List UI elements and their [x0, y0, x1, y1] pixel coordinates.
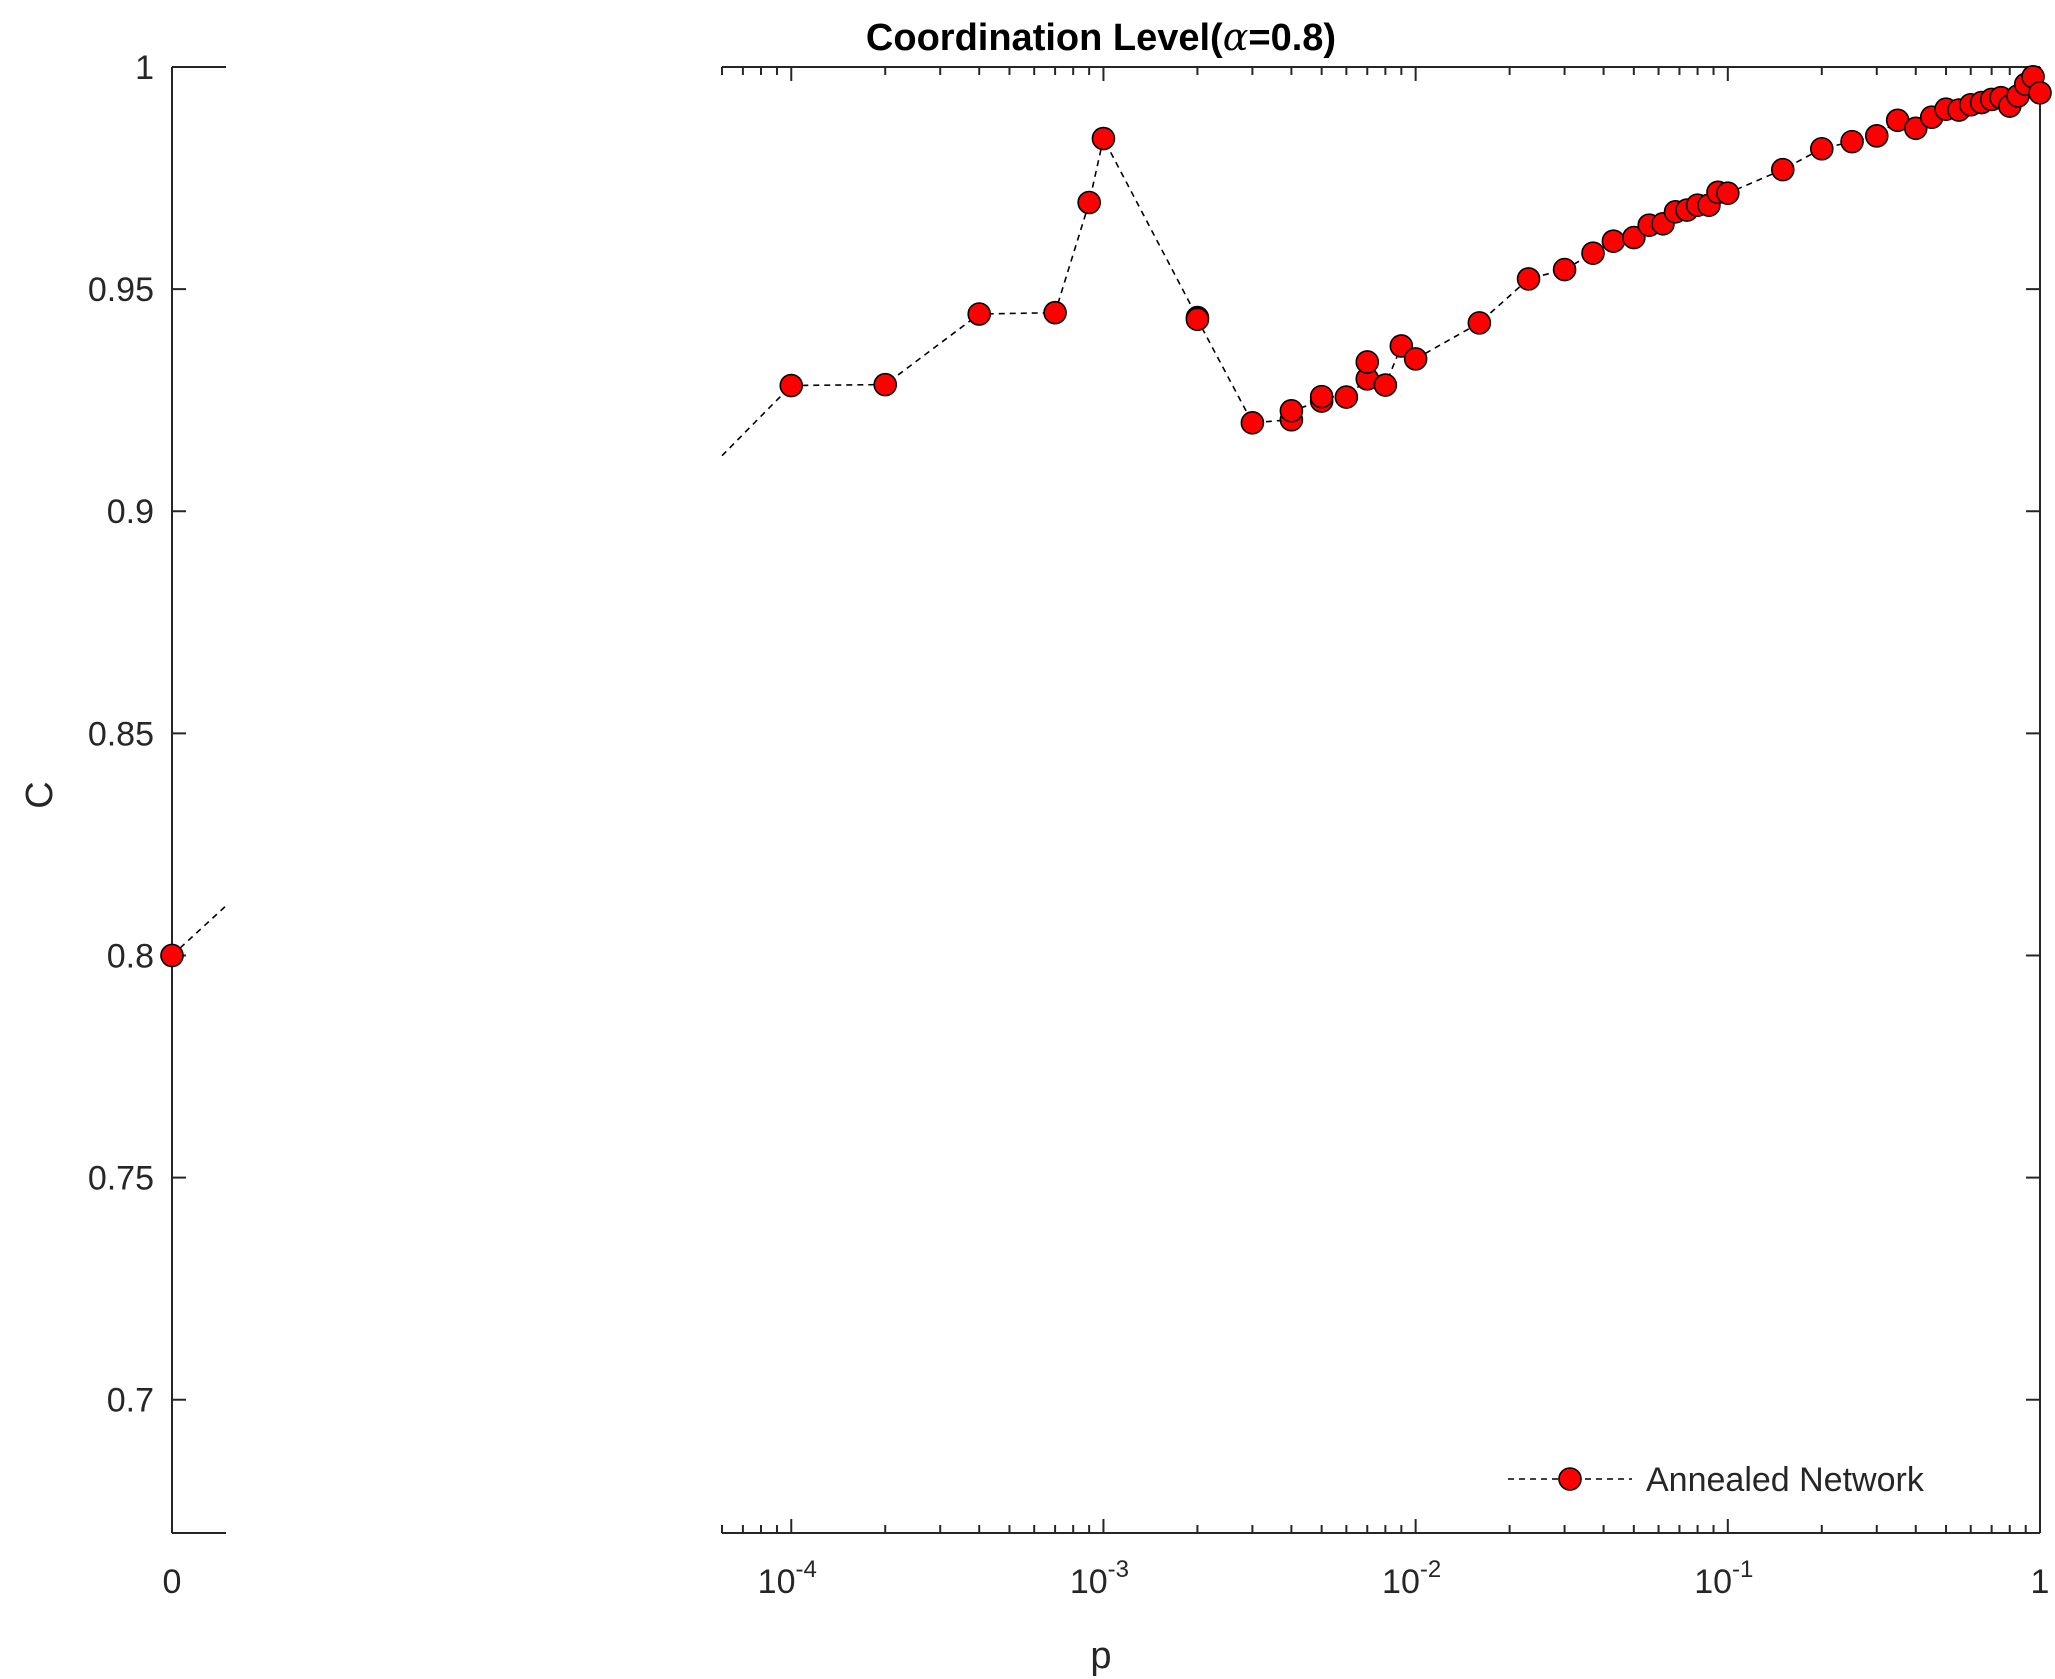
- series-line: [791, 75, 2041, 424]
- x-axis-label: p: [1090, 1635, 1111, 1677]
- data-point: [1240, 411, 1265, 435]
- data-point: [1864, 124, 1889, 148]
- data-point: [1334, 385, 1359, 409]
- y-tick-label: 0.9: [107, 493, 154, 531]
- series-line-stub-right: [721, 384, 792, 457]
- y-axis-label: C: [19, 781, 61, 808]
- data-point: [1716, 181, 1740, 205]
- y-tick-label: 0.95: [88, 271, 154, 309]
- data-point: [1516, 267, 1541, 291]
- x-tick-label: 10-4: [758, 1556, 817, 1601]
- data-point: [1279, 399, 1304, 423]
- data-point: [1903, 116, 1928, 141]
- legend-marker: [1558, 1467, 1582, 1491]
- data-point: [1077, 190, 1101, 215]
- data-point: [1403, 347, 1428, 371]
- data-point: [1467, 311, 1492, 335]
- data-point: [1355, 350, 1380, 374]
- data-point: [1840, 129, 1864, 154]
- y-ticks: 0.7 0.75 0.8 0.85 0.9 0.95 1: [88, 49, 2040, 1420]
- y-tick-label: 0.8: [107, 937, 154, 975]
- data-point: [1373, 373, 1398, 397]
- data-point: [873, 372, 898, 397]
- chart-title: Coordination Level(α=0.8): [866, 15, 1336, 59]
- x-tick-label-zero: 0: [163, 1563, 182, 1601]
- data-point: [1770, 157, 1795, 182]
- legend-label: Annealed Network: [1646, 1461, 1925, 1499]
- x-tick-label: 10-2: [1382, 1556, 1441, 1601]
- legend: Annealed Network: [1508, 1461, 1925, 1499]
- data-point: [1601, 229, 1626, 253]
- data-point: [1622, 225, 1646, 250]
- axes: [171, 66, 2041, 1534]
- series-annealed-network: [160, 64, 2052, 968]
- series-line-stub-left: [171, 905, 227, 957]
- y-tick-label: 1: [135, 49, 154, 87]
- data-point: [1809, 136, 1834, 161]
- data-point: [779, 373, 804, 398]
- x-ticks: 0 10-4 10-3 10-2 10-1 1: [163, 67, 2050, 1601]
- data-point: [1043, 300, 1067, 325]
- data-point: [1581, 241, 1605, 265]
- data-point: [160, 943, 184, 968]
- y-tick-label: 0.7: [107, 1382, 154, 1420]
- chart-title-symbol: α: [1223, 15, 1249, 59]
- chart-title-prefix: Coordination Level(: [866, 17, 1223, 59]
- data-point: [1185, 307, 1210, 332]
- chart-title-suffix: =0.8): [1248, 17, 1336, 59]
- data-point: [2028, 80, 2052, 105]
- x-tick-label: 10-3: [1070, 1556, 1129, 1601]
- data-point: [1091, 126, 1116, 151]
- data-point: [967, 302, 992, 326]
- y-tick-label: 0.85: [88, 715, 154, 753]
- y-tick-label: 0.75: [88, 1160, 154, 1198]
- x-tick-label: 10-1: [1694, 1556, 1753, 1601]
- data-point: [1309, 384, 1334, 409]
- data-point: [1552, 257, 1577, 282]
- x-tick-label: 1: [2031, 1563, 2050, 1601]
